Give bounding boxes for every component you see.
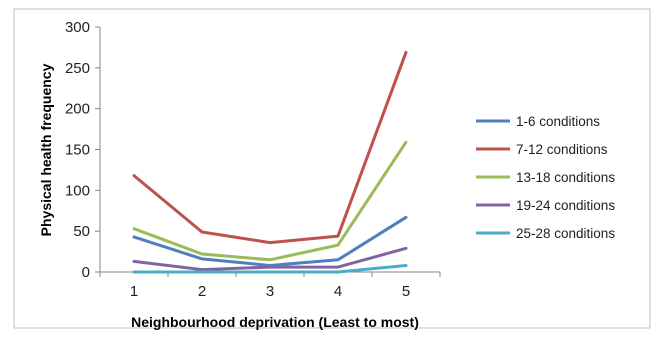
x-tick-label: 3 <box>266 283 274 300</box>
x-tick-label: 4 <box>334 283 342 300</box>
series-line-4 <box>132 246 408 272</box>
legend-entry-label: 13-18 conditions <box>516 170 615 185</box>
legend-entry-label: 1-6 conditions <box>516 114 600 129</box>
y-axis-title: Physical health frequency <box>38 63 54 236</box>
legend-entry-label: 25-28 conditions <box>516 226 615 241</box>
series-line-2 <box>132 50 408 245</box>
series-line-5 <box>132 264 408 274</box>
legend: 1-6 conditions 7-12 conditions 13-18 condi… <box>476 114 615 241</box>
x-tick-label: 5 <box>402 283 410 300</box>
y-tick-label: 100 <box>65 182 90 199</box>
legend-entry-label: 19-24 conditions <box>516 198 615 213</box>
x-axis-title: Neighbourhood deprivation (Least to most… <box>131 314 419 330</box>
series-line-1 <box>132 215 408 267</box>
chart-border <box>13 8 651 329</box>
y-tick-label: 250 <box>65 60 90 77</box>
y-tick-label: 200 <box>65 101 90 118</box>
x-tick-label: 2 <box>198 283 206 300</box>
legend-entry-label: 7-12 conditions <box>516 142 608 157</box>
series-lines <box>132 50 408 274</box>
x-tick-label: 1 <box>130 283 138 300</box>
x-axis: 1 2 3 4 5 <box>99 271 441 300</box>
y-tick-label: 300 <box>65 19 90 36</box>
y-tick-label: 150 <box>65 142 90 159</box>
series-line-3 <box>132 140 408 262</box>
y-tick-label: 50 <box>73 223 90 240</box>
y-axis: 0 50 100 150 200 250 300 <box>65 19 101 281</box>
y-tick-label: 0 <box>82 264 90 281</box>
